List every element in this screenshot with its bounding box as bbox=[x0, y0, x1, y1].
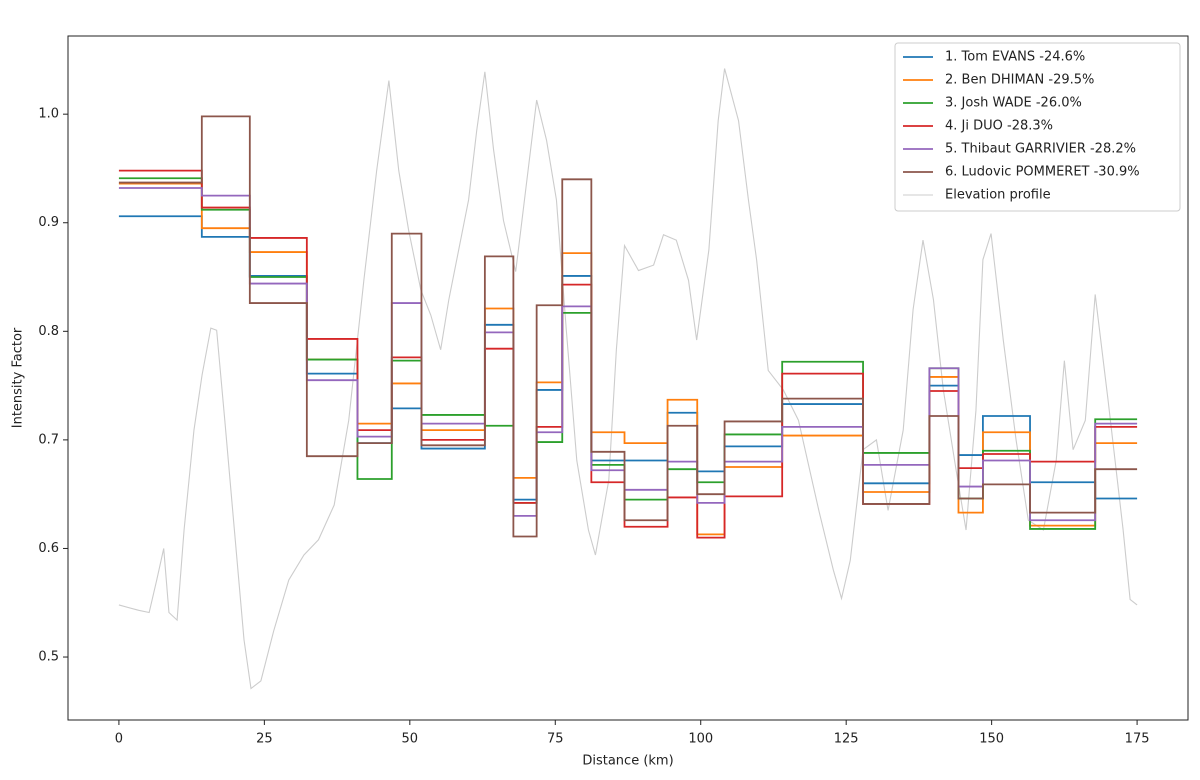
series-line bbox=[118, 115, 1138, 538]
x-tick-label: 25 bbox=[256, 732, 273, 747]
plot-frame bbox=[67, 35, 1189, 721]
legend-label: 2. Ben DHIMAN -29.5% bbox=[945, 73, 1094, 88]
y-tick-label: 0.5 bbox=[38, 650, 59, 665]
x-tick-label: 125 bbox=[834, 732, 859, 747]
series-line bbox=[118, 215, 1138, 501]
x-axis-label: Distance (km) bbox=[582, 754, 673, 769]
x-tick-label: 100 bbox=[688, 732, 713, 747]
legend-label: 3. Josh WADE -26.0% bbox=[945, 96, 1082, 111]
x-tick-label: 50 bbox=[402, 732, 419, 747]
series-line bbox=[118, 177, 1138, 530]
legend: 1. Tom EVANS -24.6% 2. Ben DHIMAN -29.5% 3… bbox=[894, 42, 1181, 212]
y-tick-label: 0.9 bbox=[38, 215, 59, 230]
x-tick-label: 150 bbox=[979, 732, 1004, 747]
series-line bbox=[118, 68, 1138, 690]
legend-box bbox=[894, 42, 1181, 212]
y-tick-label: 0.6 bbox=[38, 541, 59, 556]
y-tick-label: 0.7 bbox=[38, 432, 59, 447]
series-line bbox=[118, 169, 1138, 539]
legend-label: Elevation profile bbox=[945, 188, 1051, 203]
legend-label: 4. Ji DUO -28.3% bbox=[945, 119, 1053, 134]
y-tick-label: 0.8 bbox=[38, 324, 59, 339]
y-axis-label: Intensity Factor bbox=[11, 327, 26, 428]
series-line bbox=[118, 182, 1138, 536]
legend-label: 6. Ludovic POMMERET -30.9% bbox=[945, 165, 1140, 180]
y-tick-label: 1.0 bbox=[38, 107, 59, 122]
x-tick-label: 0 bbox=[115, 732, 123, 747]
x-tick-label: 75 bbox=[547, 732, 564, 747]
legend-label: 1. Tom EVANS -24.6% bbox=[945, 50, 1085, 65]
legend-label: 5. Thibaut GARRIVIER -28.2% bbox=[945, 142, 1136, 157]
lines bbox=[118, 68, 1138, 690]
x-tick-label: 175 bbox=[1125, 732, 1150, 747]
